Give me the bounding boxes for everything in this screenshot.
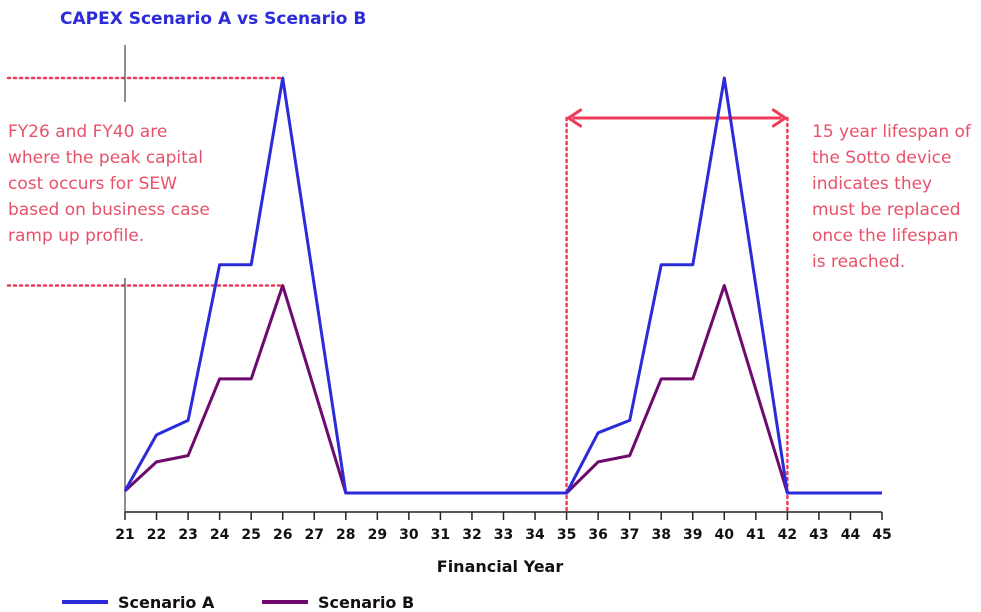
x-tick-label: 42 <box>778 527 797 543</box>
x-tick-label: 37 <box>620 527 639 543</box>
x-tick-label: 28 <box>336 527 355 543</box>
peak-cost-annotation-line: ramp up profile. <box>8 226 144 246</box>
x-tick-label: 43 <box>809 527 828 543</box>
peak-cost-annotation: FY26 and FY40 are where the peak capital c… <box>8 122 210 246</box>
x-tick-label: 25 <box>241 527 260 543</box>
lifespan-annotation-line: 15 year lifespan of <box>812 122 972 142</box>
x-tick-label: 34 <box>525 527 545 543</box>
lifespan-annotation-line: is reached. <box>812 252 905 272</box>
legend: Scenario A Scenario B <box>62 593 414 612</box>
legend-label-a: Scenario A <box>118 593 215 612</box>
x-tick-label: 31 <box>431 527 450 543</box>
lifespan-annotation-line: the Sotto device <box>812 148 951 168</box>
x-tick-label: 35 <box>557 527 576 543</box>
x-tick-label: 30 <box>399 527 419 543</box>
lifespan-annotation: 15 year lifespan of the Sotto device indic… <box>812 122 972 272</box>
x-tick-label: 41 <box>746 527 765 543</box>
x-tick-label: 24 <box>210 527 230 543</box>
x-tick-label: 26 <box>273 527 292 543</box>
x-tick-label: 21 <box>115 527 134 543</box>
lifespan-annotation-line: indicates they <box>812 174 932 194</box>
series-line-scenario-b <box>125 286 882 494</box>
x-tick-label: 38 <box>651 527 670 543</box>
peak-cost-annotation-line: FY26 and FY40 are <box>8 122 167 142</box>
lifespan-annotation-line: once the lifespan <box>812 226 958 246</box>
peak-cost-annotation-line: cost occurs for SEW <box>8 174 177 194</box>
chart-title: CAPEX Scenario A vs Scenario B <box>60 9 366 29</box>
chart-axes <box>125 45 882 512</box>
peak-cost-annotation-line: where the peak capital <box>8 148 203 168</box>
x-tick-label: 29 <box>368 527 387 543</box>
legend-label-b: Scenario B <box>318 593 414 612</box>
x-axis-label: Financial Year <box>437 557 564 576</box>
x-tick-label: 32 <box>462 527 481 543</box>
x-tick-label: 40 <box>715 527 735 543</box>
x-tick-label: 27 <box>305 527 324 543</box>
x-tick-label: 45 <box>872 527 891 543</box>
x-tick-label: 23 <box>178 527 197 543</box>
peak-cost-annotation-line: based on business case <box>8 200 210 220</box>
x-tick-labels: 21 22 23 24 25 26 27 28 29 30 31 32 33 34 35 36 37 38 39 40… <box>115 512 891 543</box>
x-tick-label: 33 <box>494 527 513 543</box>
lifespan-annotation-line: must be replaced <box>812 200 961 220</box>
x-tick-label: 39 <box>683 527 702 543</box>
x-tick-label: 22 <box>147 527 166 543</box>
x-tick-label: 36 <box>588 527 607 543</box>
x-tick-label: 44 <box>841 527 861 543</box>
